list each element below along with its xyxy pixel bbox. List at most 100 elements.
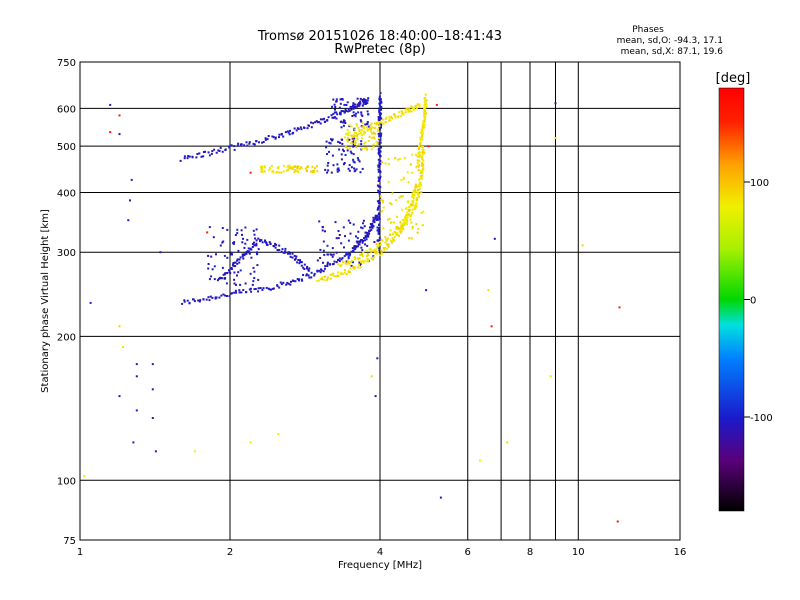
trace-point-o (221, 277, 224, 280)
trace-point-o (378, 205, 380, 208)
cloud-point-x (388, 217, 391, 220)
cloud-point-x (407, 200, 410, 203)
trace-point-o (354, 103, 356, 106)
trace-point-o (320, 269, 323, 272)
cloud-point-x (420, 170, 423, 172)
trace-point-x (382, 118, 385, 121)
cloud-point-o (357, 230, 360, 233)
cloud-point-o (244, 242, 247, 245)
trace-point-x (424, 105, 427, 108)
cloud-point-x (296, 165, 299, 168)
scatter-point-o (135, 375, 138, 378)
trace-point-o (364, 103, 367, 105)
cloud-point-x (360, 137, 363, 140)
cloud-point-x (369, 130, 372, 133)
cloud-point-x (272, 170, 275, 173)
cloud-point-o (327, 169, 330, 172)
cloud-point-o (233, 282, 236, 285)
scatter-point-o (493, 237, 496, 240)
trace-point-o (219, 146, 222, 149)
trace-point-o (310, 271, 313, 274)
cloud-point-o (351, 115, 354, 117)
trace-point-o (346, 253, 349, 256)
trace-point-o (378, 202, 381, 205)
trace-point-x (415, 202, 418, 204)
trace-point-o (236, 144, 239, 147)
cloud-point-x (378, 125, 381, 128)
trace-point-o (210, 152, 213, 155)
trace-point-o (300, 128, 303, 131)
trace-point-o (378, 116, 381, 119)
cloud-point-o (360, 120, 363, 123)
cloud-point-x (348, 131, 351, 134)
cloud-point-o (331, 247, 334, 250)
trace-point-o (326, 263, 329, 266)
cloud-point-o (252, 280, 255, 283)
trace-point-x (404, 108, 407, 111)
cloud-point-o (344, 122, 347, 124)
trace-point-o (188, 301, 191, 304)
cloud-point-x (347, 140, 350, 143)
cloud-point-o (239, 269, 242, 272)
cloud-point-x (305, 168, 308, 171)
cloud-point-o (338, 106, 341, 109)
trace-point-x (384, 236, 387, 239)
cloud-point-o (325, 140, 328, 143)
cloud-point-o (360, 143, 363, 146)
trace-point-o (279, 281, 282, 284)
cloud-point-x (378, 137, 381, 140)
cloud-point-o (366, 244, 369, 247)
cloud-point-o (345, 109, 348, 112)
trace-point-x (414, 207, 417, 210)
cloud-point-x (370, 128, 372, 130)
cloud-point-x (389, 229, 392, 232)
cloud-point-o (339, 141, 342, 144)
trace-point-o (379, 114, 382, 117)
cloud-point-x (311, 165, 314, 168)
trace-point-x (363, 127, 366, 130)
trace-point-o (296, 278, 299, 281)
trace-point-o (377, 218, 380, 221)
trace-point-x (345, 273, 348, 276)
scatter-point-o (376, 357, 379, 360)
scatter-point-x (581, 244, 584, 247)
cloud-point-x (352, 134, 355, 137)
trace-point-o (257, 287, 260, 290)
trace-point-x (379, 121, 381, 123)
cloud-point-o (356, 237, 359, 240)
trace-point-x (421, 174, 424, 177)
trace-point-x (422, 163, 425, 166)
trace-point-o (377, 151, 380, 154)
trace-point-x (421, 138, 424, 141)
trace-point-o (278, 133, 281, 136)
cloud-point-o (366, 110, 369, 113)
trace-point-x (393, 240, 395, 242)
trace-point-x (375, 243, 378, 245)
cloud-point-x (387, 158, 390, 161)
trace-point-o (338, 260, 341, 263)
trace-point-x (357, 132, 360, 135)
trace-point-o (377, 149, 380, 151)
cloud-point-x (415, 223, 418, 226)
trace-point-x (342, 260, 345, 263)
trace-point-o (378, 102, 381, 105)
trace-point-x (423, 152, 426, 155)
trace-point-x (355, 132, 358, 134)
trace-point-x (420, 135, 423, 138)
trace-point-o (264, 239, 266, 242)
trace-point-o (262, 141, 265, 143)
cloud-point-x (346, 136, 349, 139)
trace-point-o (377, 232, 380, 235)
trace-point-o (183, 155, 186, 158)
trace-point-o (261, 141, 264, 144)
trace-point-x (409, 110, 412, 113)
cloud-point-o (225, 282, 228, 285)
cloud-point-o (328, 141, 331, 144)
trace-point-o (322, 270, 325, 273)
trace-point-x (325, 279, 328, 282)
trace-point-o (330, 114, 333, 117)
trace-point-o (285, 283, 288, 286)
cloud-point-x (276, 166, 279, 169)
cloud-point-o (246, 238, 249, 241)
cloud-point-o (250, 256, 253, 259)
